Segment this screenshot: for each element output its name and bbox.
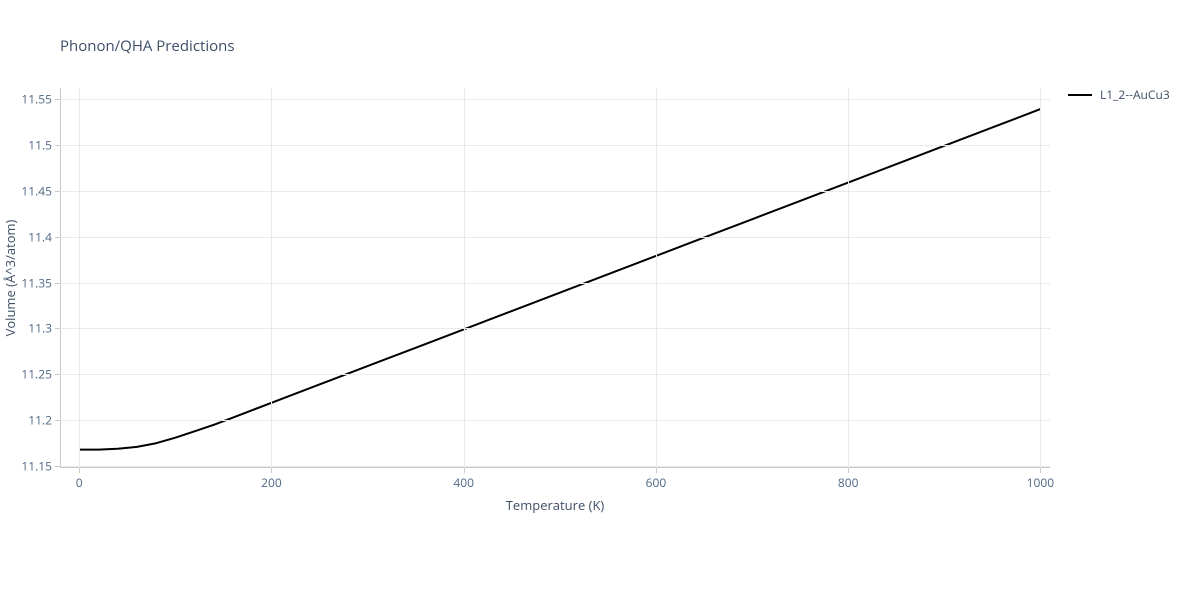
y-grid-line (60, 191, 1050, 192)
y-tick-mark (55, 374, 60, 375)
x-tick-mark (271, 468, 272, 473)
y-tick-label: 11.35 (21, 274, 52, 291)
y-tick-mark (55, 191, 60, 192)
x-tick-label: 1000 (1027, 474, 1054, 491)
y-grid-line (60, 420, 1050, 421)
plot-area[interactable]: Temperature (K) Volume (Å^3/atom) 020040… (60, 88, 1050, 468)
x-tick-mark (1040, 468, 1041, 473)
legend-item[interactable]: L1_2--AuCu3 (1068, 86, 1170, 103)
y-tick-label: 11.45 (21, 182, 52, 199)
y-tick-mark (55, 328, 60, 329)
y-tick-label: 11.4 (28, 228, 52, 245)
y-tick-label: 11.2 (28, 412, 52, 429)
y-grid-line (60, 466, 1050, 467)
y-grid-line (60, 145, 1050, 146)
x-tick-label: 600 (646, 474, 667, 491)
y-tick-label: 11.5 (28, 136, 52, 153)
x-tick-label: 200 (261, 474, 282, 491)
y-tick-mark (55, 420, 60, 421)
y-tick-label: 11.3 (28, 320, 52, 337)
legend[interactable]: L1_2--AuCu3 (1068, 86, 1170, 103)
y-axis-label: Volume (Å^3/atom) (1, 220, 19, 337)
y-grid-line (60, 237, 1050, 238)
x-tick-mark (79, 468, 80, 473)
x-axis-label: Temperature (K) (506, 496, 605, 514)
y-tick-mark (55, 466, 60, 467)
legend-swatch (1068, 94, 1092, 96)
x-tick-mark (464, 468, 465, 473)
x-tick-mark (656, 468, 657, 473)
y-tick-label: 11.15 (21, 458, 52, 475)
chart-root: Phonon/QHA Predictions Temperature (K) V… (0, 0, 1200, 600)
y-tick-mark (55, 283, 60, 284)
x-tick-mark (848, 468, 849, 473)
y-grid-line (60, 283, 1050, 284)
y-tick-mark (55, 99, 60, 100)
x-tick-label: 0 (76, 474, 83, 491)
chart-title: Phonon/QHA Predictions (60, 36, 235, 56)
y-tick-mark (55, 145, 60, 146)
y-grid-line (60, 328, 1050, 329)
series-line[interactable] (79, 109, 1040, 450)
legend-label: L1_2--AuCu3 (1100, 86, 1170, 103)
y-grid-line (60, 99, 1050, 100)
y-tick-label: 11.55 (21, 91, 52, 108)
y-tick-mark (55, 237, 60, 238)
y-grid-line (60, 374, 1050, 375)
y-tick-label: 11.25 (21, 366, 52, 383)
x-tick-label: 400 (453, 474, 474, 491)
x-tick-label: 800 (838, 474, 859, 491)
